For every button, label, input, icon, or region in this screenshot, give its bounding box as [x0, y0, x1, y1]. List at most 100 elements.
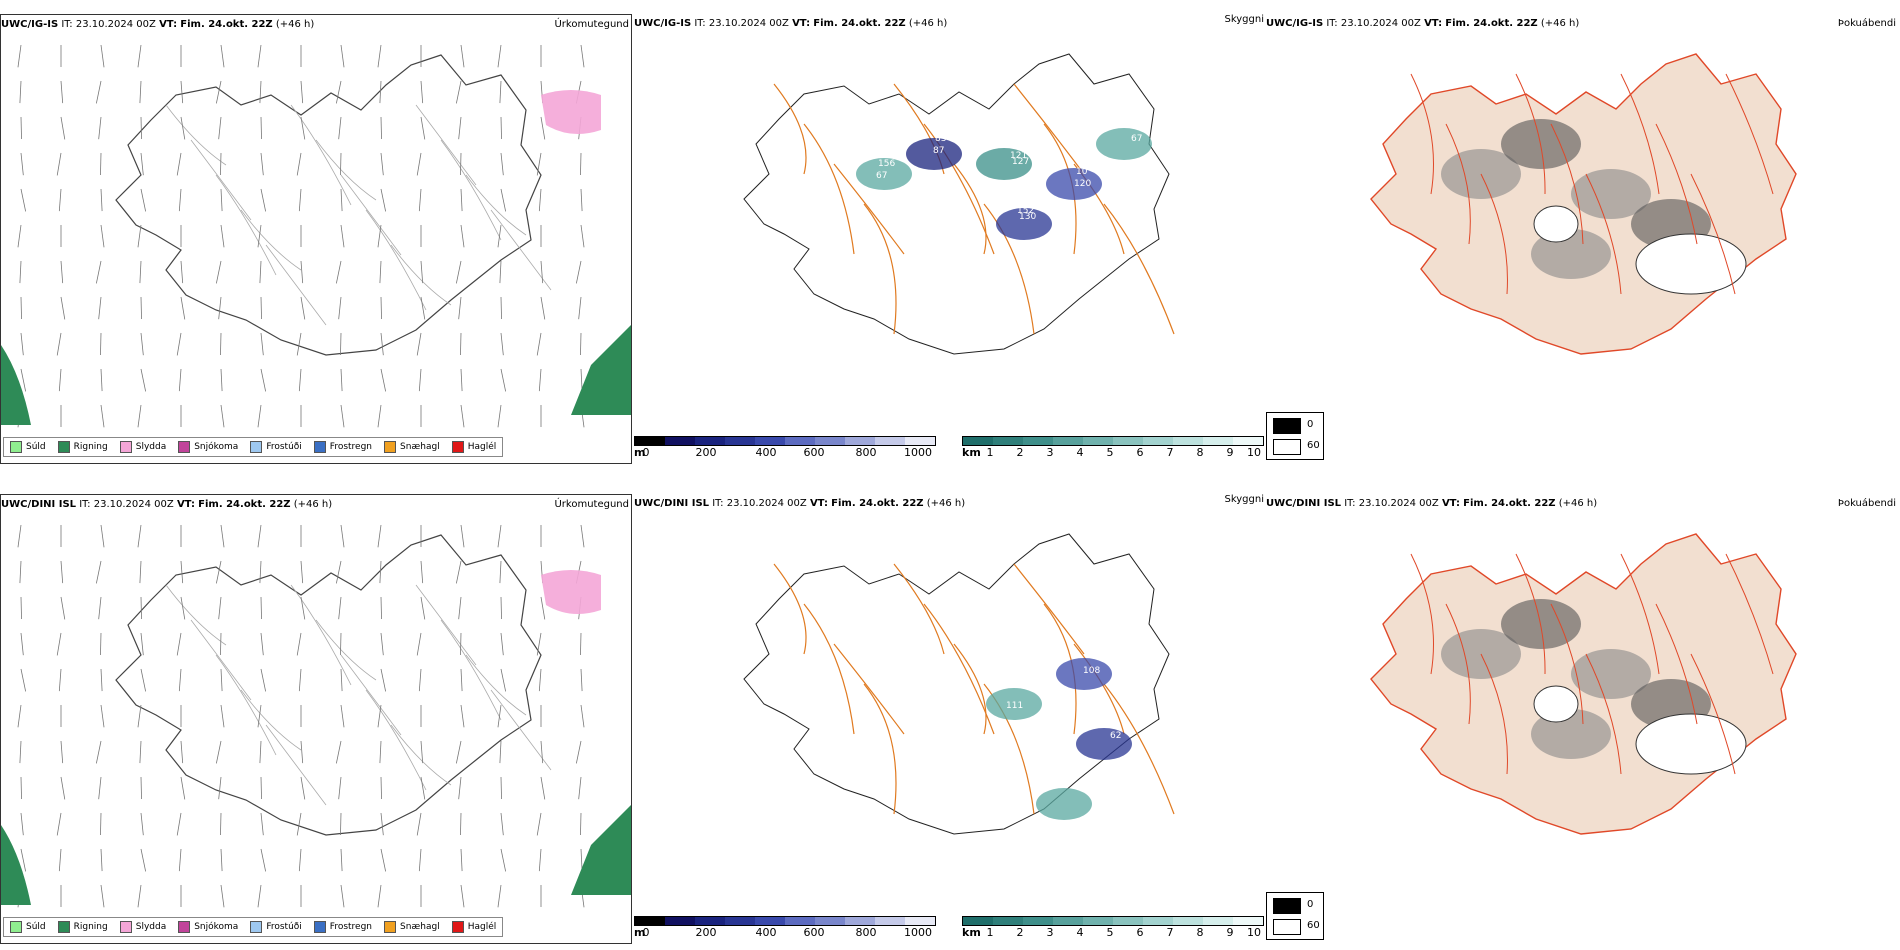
legend-swatch	[384, 441, 397, 453]
wind-barb	[20, 152, 24, 176]
wind-barb	[20, 668, 27, 692]
precip-area-rain	[571, 805, 631, 895]
wind-barb	[180, 776, 186, 800]
panel-header: UWC/DINI ISL IT: 23.10.2024 00Z VT: Fim.…	[634, 498, 966, 509]
wind-barb	[580, 668, 583, 692]
wind-barb	[60, 596, 66, 620]
road-line	[190, 619, 252, 701]
cloud-base-label: 83	[935, 134, 946, 144]
legend-item: Rigning	[57, 441, 108, 453]
wind-barb	[379, 80, 382, 104]
wind-barb	[139, 560, 142, 584]
cloud-base-label: 127	[1012, 157, 1029, 167]
wind-barb	[335, 80, 342, 104]
road-line	[240, 689, 302, 751]
wind-barb	[540, 116, 546, 140]
wind-barb	[580, 812, 582, 836]
road-line	[953, 163, 987, 255]
wind-barb	[137, 524, 142, 548]
cloud-base-label: 111	[1006, 701, 1023, 711]
road-line	[265, 244, 327, 326]
fog-scale-box: 0 60	[1266, 892, 1324, 940]
wind-barb	[137, 404, 142, 428]
wind-barb	[218, 596, 222, 620]
precip-area-rain	[571, 325, 631, 415]
wind-barb	[20, 812, 24, 836]
wind-barb	[95, 80, 102, 104]
legend-swatch	[451, 441, 464, 453]
wind-barb	[458, 596, 462, 620]
wind-barb	[460, 44, 465, 68]
wind-barb	[499, 260, 502, 284]
wind-barb	[540, 596, 546, 620]
wind-barb	[20, 116, 22, 140]
wind-barb	[218, 116, 222, 140]
legend-item: Frostregn	[313, 921, 372, 933]
wind-barb	[380, 848, 387, 872]
road-line	[1515, 553, 1546, 675]
road-line	[315, 619, 377, 681]
cloud-cell	[1056, 658, 1112, 690]
wind-barb	[60, 80, 64, 104]
road-line	[1585, 173, 1622, 295]
wind-barb	[180, 296, 186, 320]
wind-barb	[420, 740, 424, 764]
wind-barb	[300, 560, 304, 584]
wind-barb	[380, 152, 384, 176]
road-line	[773, 563, 807, 655]
wind-barb	[137, 224, 142, 248]
wind-barb	[580, 44, 585, 68]
wind-barb	[220, 188, 223, 212]
wind-barb	[20, 848, 27, 872]
wind-barb	[298, 188, 302, 212]
wind-barb	[500, 332, 504, 356]
road-line	[923, 123, 995, 255]
road-line	[923, 603, 995, 735]
wind-barb	[340, 812, 342, 836]
road-line	[190, 139, 252, 221]
wind-barb	[140, 332, 144, 356]
road-line	[773, 83, 807, 175]
road-line	[1550, 123, 1584, 245]
cloud-cell	[976, 148, 1032, 180]
wind-barb	[215, 740, 222, 764]
wind-barb	[60, 260, 64, 284]
panel-title: Úrkomutegund	[554, 19, 629, 30]
cloud-cell	[1046, 168, 1102, 200]
coastline	[743, 533, 1170, 835]
wind-barb	[180, 80, 184, 104]
legend-swatch	[57, 441, 70, 453]
panel-header: UWC/IG-IS IT: 23.10.2024 00Z VT: Fim. 24…	[1266, 18, 1580, 29]
road-line	[465, 654, 527, 716]
wind-barb	[220, 404, 225, 428]
fog-scale-box: 0 60	[1266, 412, 1324, 460]
wind-barb	[338, 296, 342, 320]
wind-barb	[296, 152, 302, 176]
legend-swatch	[313, 921, 326, 933]
wind-barb	[497, 44, 502, 68]
wind-barb	[60, 560, 64, 584]
road-line	[490, 689, 552, 771]
wind-barb	[379, 260, 382, 284]
cloud-cell	[996, 208, 1052, 240]
wind-barb	[416, 632, 422, 656]
wind-barb	[260, 668, 267, 692]
fog-map-dini	[1370, 533, 1797, 835]
wind-barb	[257, 404, 262, 428]
wind-barb	[220, 812, 222, 836]
road-line	[1690, 653, 1736, 775]
wind-barb	[455, 560, 462, 584]
legend-item: Frostúði	[250, 441, 302, 453]
cloud-base-label: 108	[1083, 666, 1100, 676]
legend-swatch	[250, 921, 263, 933]
wind-barb	[380, 368, 387, 392]
legend-item: Súld	[10, 921, 46, 933]
wind-barb	[340, 224, 345, 248]
wind-barb	[137, 44, 142, 68]
wind-barb	[140, 296, 142, 320]
wind-barb	[298, 368, 302, 392]
wind-barb	[260, 332, 264, 356]
wind-barb	[420, 296, 426, 320]
road-line	[1515, 73, 1546, 195]
wind-barb	[340, 152, 342, 176]
